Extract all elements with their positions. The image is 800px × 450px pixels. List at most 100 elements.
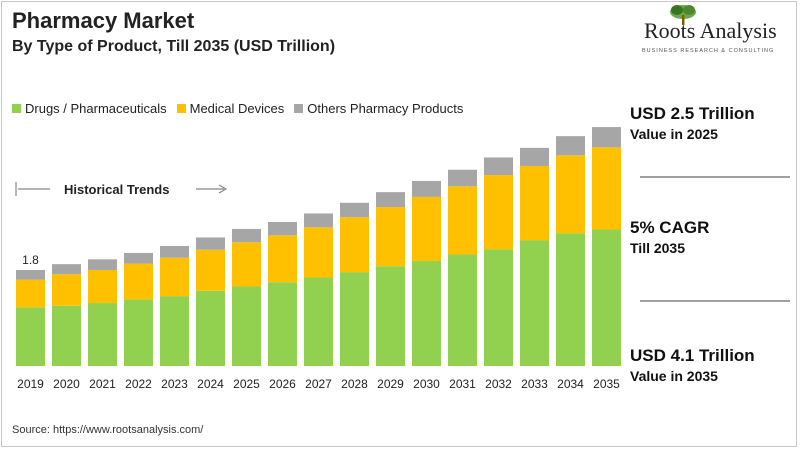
bar-others-2035 bbox=[592, 127, 621, 148]
bar-others-2025 bbox=[232, 228, 261, 243]
bar-drugs-2027 bbox=[304, 277, 333, 366]
historical-trends-arrow-icon bbox=[218, 184, 228, 194]
stat-cagr: 5% CAGR Till 2035 bbox=[630, 218, 709, 256]
bar-drugs-2026 bbox=[268, 282, 297, 366]
bar-drugs-2034 bbox=[556, 233, 585, 366]
x-tick-2033: 2033 bbox=[521, 377, 548, 391]
legend-label-devices: Medical Devices bbox=[189, 101, 285, 116]
bar-others-2031 bbox=[448, 169, 477, 187]
bar-drugs-2028 bbox=[340, 272, 369, 366]
x-tick-2021: 2021 bbox=[89, 377, 116, 391]
stat-2025-value: USD 2.5 Trillion bbox=[630, 104, 755, 123]
bar-others-2030 bbox=[412, 180, 441, 197]
x-tick-2034: 2034 bbox=[557, 377, 584, 391]
bar-devices-2026 bbox=[268, 235, 297, 283]
logo-name: Roots Analysis bbox=[644, 18, 777, 43]
bar-drugs-2019 bbox=[16, 307, 45, 366]
bar-drugs-2033 bbox=[520, 240, 549, 366]
roots-analysis-logo: Roots Analysis BUSINESS RESEARCH & CONSU… bbox=[630, 4, 790, 64]
chart-legend: Drugs / Pharmaceuticals Medical Devices … bbox=[12, 101, 463, 116]
x-tick-2027: 2027 bbox=[305, 377, 332, 391]
bar-devices-2034 bbox=[556, 155, 585, 234]
bar-devices-2029 bbox=[376, 207, 405, 267]
legend-label-drugs: Drugs / Pharmaceuticals bbox=[25, 101, 167, 116]
first-bar-value-label: 1.8 bbox=[22, 253, 39, 267]
historical-trends-label: Historical Trends bbox=[64, 182, 169, 197]
bar-others-2019 bbox=[16, 270, 45, 280]
x-tick-2028: 2028 bbox=[341, 377, 368, 391]
bar-drugs-2031 bbox=[448, 254, 477, 366]
bar-devices-2028 bbox=[340, 217, 369, 273]
bar-devices-2021 bbox=[88, 270, 117, 304]
bar-drugs-2023 bbox=[160, 296, 189, 366]
stat-divider-1 bbox=[640, 176, 790, 178]
bar-drugs-2029 bbox=[376, 266, 405, 366]
legend-label-others: Others Pharmacy Products bbox=[307, 101, 464, 116]
x-tick-2032: 2032 bbox=[485, 377, 512, 391]
bar-drugs-2035 bbox=[592, 229, 621, 366]
bar-others-2033 bbox=[520, 147, 549, 166]
bar-devices-2033 bbox=[520, 166, 549, 241]
bar-drugs-2025 bbox=[232, 286, 261, 366]
bar-group bbox=[16, 127, 621, 366]
x-tick-2030: 2030 bbox=[413, 377, 440, 391]
bar-drugs-2030 bbox=[412, 260, 441, 366]
tree-icon bbox=[670, 5, 696, 25]
x-tick-2024: 2024 bbox=[197, 377, 224, 391]
chart-subtitle: By Type of Product, Till 2035 (USD Trill… bbox=[12, 38, 336, 55]
legend-item-others: Others Pharmacy Products bbox=[294, 101, 463, 116]
bar-drugs-2032 bbox=[484, 249, 513, 366]
bar-others-2034 bbox=[556, 136, 585, 156]
bar-devices-2027 bbox=[304, 227, 333, 278]
bar-devices-2019 bbox=[16, 279, 45, 308]
bar-devices-2030 bbox=[412, 196, 441, 261]
bar-devices-2023 bbox=[160, 257, 189, 297]
legend-swatch-others bbox=[294, 104, 304, 113]
logo-tagline: BUSINESS RESEARCH & CONSULTING bbox=[642, 48, 775, 54]
bar-others-2022 bbox=[124, 252, 153, 264]
bar-others-2026 bbox=[268, 222, 297, 236]
bar-drugs-2024 bbox=[196, 290, 225, 366]
stat-2025: USD 2.5 Trillion Value in 2025 bbox=[630, 104, 755, 142]
legend-swatch-devices bbox=[176, 104, 186, 113]
bar-drugs-2022 bbox=[124, 299, 153, 366]
bar-others-2020 bbox=[52, 264, 81, 275]
x-tick-2025: 2025 bbox=[233, 377, 260, 391]
x-tick-2026: 2026 bbox=[269, 377, 296, 391]
bar-drugs-2021 bbox=[88, 303, 117, 366]
bar-others-2027 bbox=[304, 213, 333, 228]
bar-devices-2024 bbox=[196, 249, 225, 291]
bar-drugs-2020 bbox=[52, 305, 81, 366]
bar-others-2029 bbox=[376, 192, 405, 208]
bar-devices-2025 bbox=[232, 242, 261, 287]
bar-devices-2032 bbox=[484, 175, 513, 250]
chart-title: Pharmacy Market bbox=[12, 8, 195, 33]
bar-others-2024 bbox=[196, 237, 225, 250]
stat-2035: USD 4.1 Trillion Value in 2035 bbox=[630, 346, 755, 384]
stat-2035-value: USD 4.1 Trillion bbox=[630, 346, 755, 365]
bar-devices-2022 bbox=[124, 263, 153, 300]
stacked-bar-chart: 2019 2020 2021 2022 2023 2024 2025 2026 2027 2028… bbox=[15, 127, 621, 391]
x-tick-2022: 2022 bbox=[125, 377, 152, 391]
x-tick-2020: 2020 bbox=[53, 377, 80, 391]
legend-swatch-drugs bbox=[12, 104, 21, 113]
bar-others-2023 bbox=[160, 246, 189, 258]
stat-cagr-label: Till 2035 bbox=[630, 240, 686, 256]
x-tick-2029: 2029 bbox=[377, 377, 404, 391]
legend-item-devices: Medical Devices bbox=[176, 101, 285, 116]
bar-others-2032 bbox=[484, 157, 513, 176]
source-note: Source: https://www.rootsanalysis.com/ bbox=[12, 424, 204, 436]
bar-devices-2031 bbox=[448, 186, 477, 255]
stat-divider-2 bbox=[640, 300, 790, 302]
bar-devices-2020 bbox=[52, 274, 81, 306]
x-tick-2019: 2019 bbox=[17, 377, 44, 391]
stat-2025-label: Value in 2025 bbox=[630, 126, 718, 142]
stat-cagr-value: 5% CAGR bbox=[630, 218, 710, 237]
x-tick-labels: 2019 2020 2021 2022 2023 2024 2025 2026 2027 2028… bbox=[17, 377, 620, 391]
legend-item-drugs: Drugs / Pharmaceuticals bbox=[12, 101, 167, 116]
bar-others-2028 bbox=[340, 202, 369, 218]
bar-devices-2035 bbox=[592, 147, 621, 230]
x-tick-2035: 2035 bbox=[593, 377, 620, 391]
stat-2035-label: Value in 2035 bbox=[630, 368, 718, 384]
